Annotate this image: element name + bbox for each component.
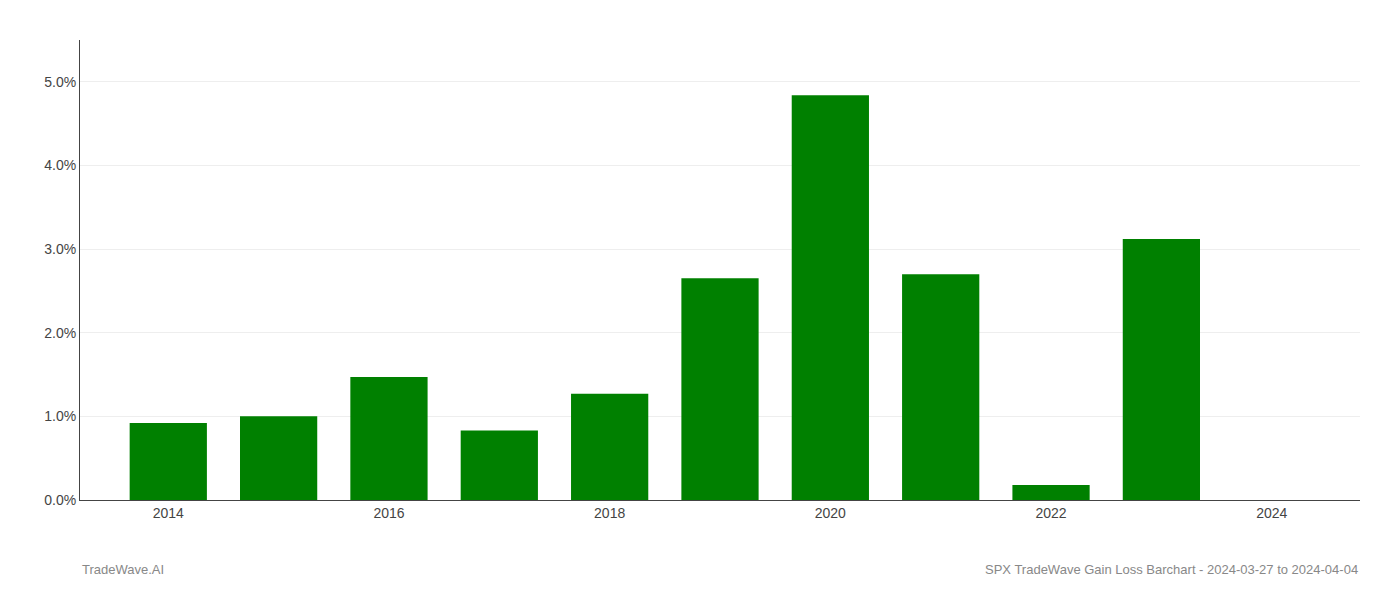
svg-text:SPX TradeWave Gain Loss Barcha: SPX TradeWave Gain Loss Barchart - 2024-…	[985, 562, 1358, 577]
svg-text:5.0%: 5.0%	[44, 74, 76, 90]
svg-text:1.0%: 1.0%	[44, 408, 76, 424]
svg-text:2.0%: 2.0%	[44, 325, 76, 341]
svg-text:0.0%: 0.0%	[44, 492, 76, 508]
svg-text:2018: 2018	[594, 505, 625, 521]
svg-text:2014: 2014	[153, 505, 184, 521]
svg-text:4.0%: 4.0%	[44, 157, 76, 173]
svg-text:2016: 2016	[373, 505, 404, 521]
svg-text:2024: 2024	[1256, 505, 1287, 521]
svg-text:2022: 2022	[1035, 505, 1066, 521]
svg-text:3.0%: 3.0%	[44, 241, 76, 257]
svg-text:TradeWave.AI: TradeWave.AI	[82, 562, 164, 577]
svg-text:2020: 2020	[815, 505, 846, 521]
